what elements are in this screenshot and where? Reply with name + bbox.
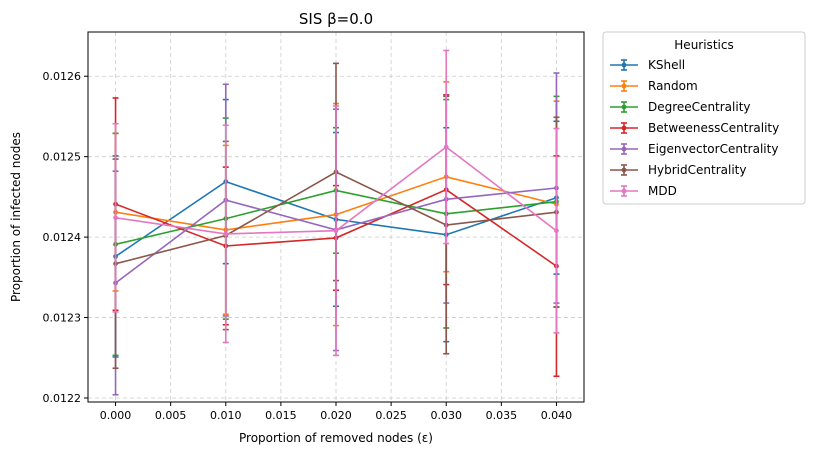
- legend-item-eigenvectorcentrality: EigenvectorCentrality: [610, 142, 778, 156]
- data-point: [443, 144, 449, 150]
- legend-label: DegreeCentrality: [648, 100, 751, 114]
- legend-label: BetweenessCentrality: [648, 121, 779, 135]
- legend-item-random: Random: [610, 79, 698, 93]
- x-tick-label: 0.025: [375, 409, 407, 422]
- plot-series: [112, 49, 560, 396]
- data-point: [554, 228, 559, 234]
- x-tick-label: 0.010: [210, 409, 242, 422]
- legend-label: EigenvectorCentrality: [648, 142, 778, 156]
- legend-marker: [621, 167, 627, 173]
- legend-marker: [621, 83, 627, 89]
- y-tick-label: 0.0124: [43, 231, 82, 244]
- legend-label: KShell: [648, 58, 685, 72]
- y-tick-label: 0.0126: [43, 70, 82, 83]
- x-tick-label: 0.015: [265, 409, 297, 422]
- legend-item-kshell: KShell: [610, 58, 685, 72]
- x-tick-label: 0.005: [155, 409, 187, 422]
- data-point: [113, 215, 118, 221]
- legend-item-betweenesscentrality: BetweenessCentrality: [610, 121, 779, 135]
- legend-item-degreecentrality: DegreeCentrality: [610, 100, 751, 114]
- x-tick-label: 0.000: [100, 409, 132, 422]
- legend-label: Random: [648, 79, 698, 93]
- x-axis-label: Proportion of removed nodes (ε): [239, 431, 433, 445]
- legend-marker: [621, 146, 627, 152]
- y-tick-label: 0.0123: [43, 312, 82, 325]
- data-point: [223, 231, 229, 237]
- x-tick-label: 0.035: [486, 409, 518, 422]
- y-axis-label: Proportion of infected nodes: [9, 132, 23, 302]
- x-tick-label: 0.030: [430, 409, 462, 422]
- legend-item-mdd: MDD: [610, 184, 677, 198]
- legend-items: KShell Random DegreeCentrality BetweenessCe…: [610, 58, 779, 198]
- legend-item-hybridcentrality: HybridCentrality: [610, 163, 746, 177]
- x-tick-label: 0.020: [320, 409, 352, 422]
- y-tick-label: 0.0122: [43, 392, 82, 405]
- legend-title: Heuristics: [674, 38, 733, 52]
- x-tick-label: 0.040: [541, 409, 573, 422]
- legend-marker: [621, 104, 627, 110]
- y-tick-label: 0.0125: [43, 151, 82, 164]
- y-axis-ticks: 0.0122 0.0123 0.0124 0.0125 0.0126: [43, 70, 88, 405]
- chart-title: SIS β=0.0: [299, 10, 373, 28]
- legend-marker: [621, 125, 627, 131]
- legend-label: MDD: [648, 184, 677, 198]
- legend-box: [602, 31, 806, 205]
- x-axis-ticks: 0.000 0.005 0.010 0.015 0.020 0.025 0.030 0.035…: [100, 402, 572, 422]
- legend-marker: [621, 188, 627, 194]
- data-point: [333, 228, 339, 234]
- series-mdd: [112, 49, 560, 357]
- legend-marker: [621, 62, 627, 68]
- legend: Heuristics KShell Random DegreeCentrality B…: [602, 31, 806, 205]
- legend-label: HybridCentrality: [648, 163, 746, 177]
